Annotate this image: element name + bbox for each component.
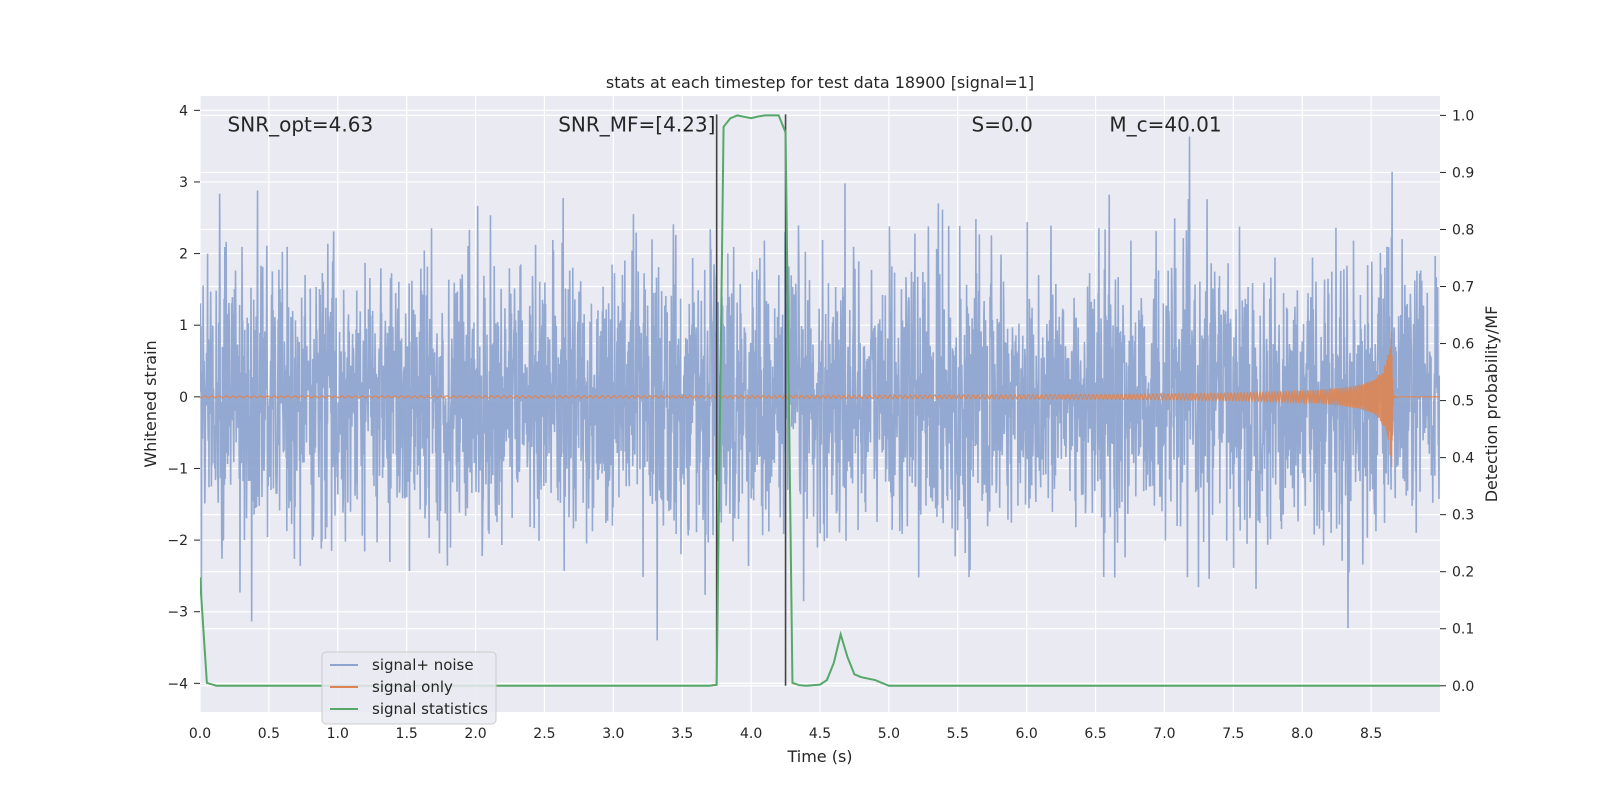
annotation-snr-opt: SNR_opt=4.63 [228, 113, 374, 137]
y-tick-label: −2 [167, 533, 188, 549]
y2-tick-label: 0.3 [1452, 508, 1474, 524]
signal-only-line [200, 331, 1440, 468]
x-tick-label: 1.0 [327, 726, 349, 742]
y2-tick-label: 0.7 [1452, 280, 1474, 296]
y-tick-label: 3 [179, 175, 188, 191]
y2-axis-title: Detection probability/MF [1482, 306, 1501, 503]
y-axis-title: Whitened strain [141, 340, 160, 467]
y2-tick-labels: 1.0 0.9 0.8 0.7 0.6 0.5 0.4 0.3 0.2 0.1 0.0 [1440, 108, 1474, 695]
legend-label-signal-statistics: signal statistics [372, 700, 488, 718]
annotation-snr-mf: SNR_MF=[4.23] [558, 113, 715, 137]
x-axis-title: Time (s) [786, 747, 852, 766]
x-tick-label: 5.5 [947, 726, 969, 742]
y-tick-label: −3 [167, 605, 188, 621]
x-tick-label: 0.5 [258, 726, 280, 742]
x-tick-label: 3.0 [602, 726, 624, 742]
y2-tick-label: 0.2 [1452, 565, 1474, 581]
x-tick-label: 4.5 [809, 726, 831, 742]
annotations: SNR_opt=4.63 SNR_MF=[4.23] S=0.0 M_c=40.… [228, 113, 1222, 137]
series-signal-statistics [200, 114, 1440, 687]
x-tick-label: 3.5 [671, 726, 693, 742]
x-tick-label: 6.0 [1016, 726, 1038, 742]
x-tick-label: 2.0 [464, 726, 486, 742]
legend-box [321, 651, 497, 725]
x-tick-label: 7.5 [1222, 726, 1244, 742]
x-tick-label: 4.0 [740, 726, 762, 742]
x-tick-label: 8.5 [1360, 726, 1382, 742]
chart-title: stats at each timestep for test data 189… [606, 73, 1034, 92]
y-tick-label: 2 [179, 247, 188, 263]
signal-statistics-line [200, 114, 1440, 687]
y2-tick-label: 0.0 [1452, 679, 1474, 695]
y2-tick-label: 1.0 [1452, 108, 1474, 124]
x-tick-label: 1.5 [396, 726, 418, 742]
x-tick-labels: 0.0 0.5 1.0 1.5 2.0 2.5 3.0 3.5 4.0 4.5 5.0 5.5 6.0 6… [189, 726, 1382, 742]
x-tick-label: 2.5 [533, 726, 555, 742]
y2-tick-label: 0.6 [1452, 337, 1474, 353]
series-signal-only [200, 331, 1440, 468]
signal-noise-line [200, 136, 1440, 641]
y2-tick-label: 0.4 [1452, 451, 1474, 467]
x-tick-label: 6.5 [1084, 726, 1106, 742]
legend-label-signal-only: signal only [372, 678, 453, 696]
y2-tick-label: 0.1 [1452, 622, 1474, 638]
y2-tick-label: 0.5 [1452, 394, 1474, 410]
annotation-mc: M_c=40.01 [1109, 113, 1221, 137]
y-tick-label: 0 [179, 390, 188, 406]
annotation-s: S=0.0 [972, 113, 1033, 137]
y2-tick-label: 0.8 [1452, 222, 1474, 238]
x-tick-label: 5.0 [878, 726, 900, 742]
y-tick-labels: 4 3 2 1 0 −1 −2 −3 −4 [167, 103, 200, 692]
y-tick-label: −4 [167, 676, 188, 692]
x-tick-label: 7.0 [1153, 726, 1175, 742]
x-tick-label: 0.0 [189, 726, 211, 742]
y-tick-label: −1 [167, 461, 188, 477]
series-signal-noise [200, 136, 1440, 641]
y-tick-label: 1 [179, 318, 188, 334]
x-tick-label: 8.0 [1291, 726, 1313, 742]
legend: signal+ noise signal only signal statist… [321, 651, 497, 725]
legend-label-signal-noise: signal+ noise [372, 656, 474, 674]
y2-tick-label: 0.9 [1452, 165, 1474, 181]
y-tick-label: 4 [179, 103, 188, 119]
